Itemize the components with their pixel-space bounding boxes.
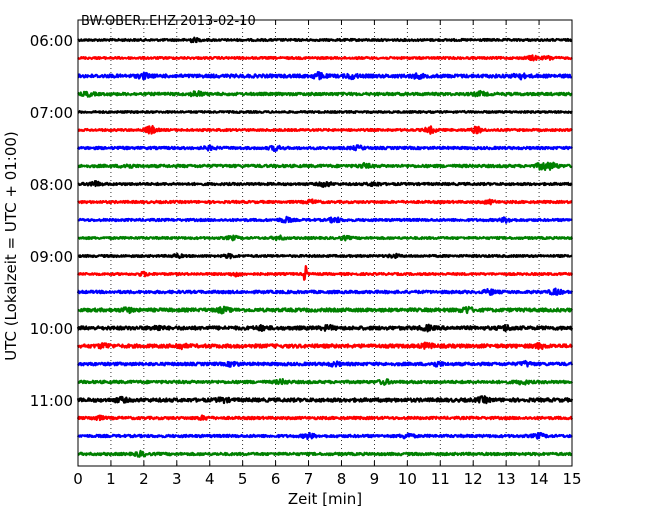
trace-1115	[76, 414, 574, 422]
trace-0645	[77, 89, 573, 98]
y-axis-label: UTC (Lokalzeit = UTC + 01:00)	[2, 131, 20, 361]
plot-frame	[77, 19, 573, 467]
x-tick-label: 7	[304, 470, 314, 488]
trace-0745	[77, 161, 573, 172]
trace-0815	[77, 198, 573, 206]
trace-0915	[76, 265, 574, 281]
x-tick-label: 10	[398, 470, 417, 488]
trace-1015	[76, 341, 574, 351]
trace-0900	[77, 252, 573, 260]
y-tick-label: 07:00	[30, 104, 73, 122]
x-tick-label: 6	[271, 470, 281, 488]
x-tick-label: 0	[73, 470, 83, 488]
trace-0715	[77, 124, 573, 135]
trace-1100	[76, 395, 574, 405]
trace-0730	[76, 144, 573, 153]
y-tick-label: 08:00	[30, 176, 73, 194]
x-tick-label: 8	[337, 470, 347, 488]
trace-0615	[77, 54, 573, 62]
trace-0800	[77, 179, 573, 188]
trace-0830	[77, 215, 573, 224]
x-tick-label: 1	[106, 470, 116, 488]
traces	[76, 36, 574, 458]
trace-1030	[77, 359, 574, 368]
x-tick-label: 13	[497, 470, 516, 488]
x-tick-label: 2	[139, 470, 149, 488]
x-tick-label: 11	[431, 470, 450, 488]
chart-title: BW.OBER..EHZ 2013-02-10	[81, 14, 256, 29]
trace-1000	[76, 323, 574, 333]
x-tick-label: 14	[530, 470, 549, 488]
trace-0600	[77, 36, 573, 44]
y-tick-label: 09:00	[30, 248, 73, 266]
trace-0945	[77, 305, 573, 315]
x-tick-label: 12	[464, 470, 483, 488]
trace-0630	[77, 70, 573, 81]
y-tick-label: 06:00	[30, 32, 73, 50]
x-tick-label: 3	[172, 470, 182, 488]
trace-1130	[76, 431, 573, 441]
trace-0700	[77, 110, 573, 114]
trace-1045	[77, 377, 573, 386]
x-tick-label: 15	[562, 470, 581, 488]
x-tick-label: 9	[370, 470, 380, 488]
trace-1145	[77, 449, 573, 458]
x-tick-label: 5	[238, 470, 248, 488]
y-tick-label: 10:00	[30, 320, 73, 338]
x-tick-label: 4	[205, 470, 215, 488]
trace-0845	[77, 234, 574, 242]
y-tick-label: 11:00	[30, 392, 73, 410]
trace-0930	[76, 287, 574, 296]
x-axis-label: Zeit [min]	[288, 490, 362, 508]
axes: 0 1 2 3 4 5 6 7 8 9 10 11 12 13 14 1506:0007:0008:0009:…	[30, 19, 582, 488]
